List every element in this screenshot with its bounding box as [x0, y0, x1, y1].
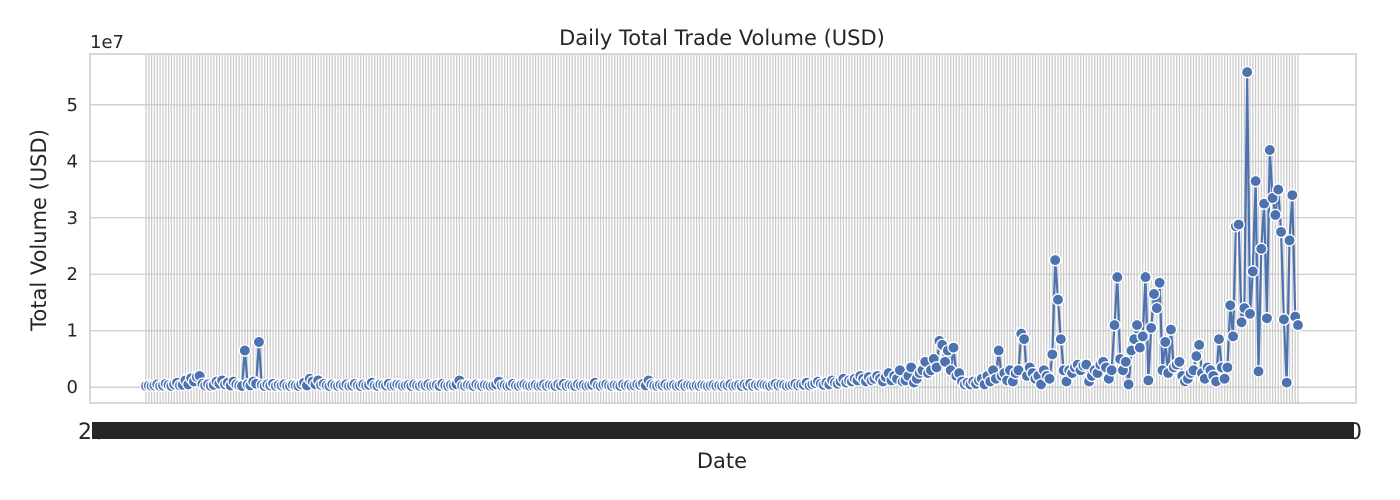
data-point: [893, 363, 907, 377]
data-point: [1263, 143, 1277, 157]
data-point: [1223, 299, 1237, 312]
data-point: [1054, 332, 1068, 346]
data-point: [930, 361, 943, 374]
data-point: [1226, 330, 1240, 343]
data-point: [1012, 363, 1025, 377]
data-point: [1111, 270, 1124, 284]
data-point: [1260, 312, 1274, 325]
data-point: [938, 355, 952, 369]
x-tick-label: 20: [78, 420, 106, 445]
data-point: [1283, 234, 1296, 247]
data-point: [1243, 307, 1257, 321]
data-point: [1119, 355, 1133, 369]
data-point: [1133, 341, 1147, 354]
data-point: [1277, 313, 1291, 326]
y-tick-label: 4: [67, 151, 78, 172]
data-point: [1232, 218, 1245, 231]
x-axis-ticks: 20 20: [78, 420, 1362, 445]
plot-area: [89, 53, 1357, 404]
data-point: [1235, 315, 1248, 329]
data-point: [1192, 338, 1206, 352]
data-point: [1291, 318, 1305, 332]
data-point: [1159, 335, 1172, 349]
data-point: [1122, 378, 1135, 391]
data-point: [1255, 242, 1268, 256]
data-point: [1249, 174, 1262, 188]
y-axis-ticks: 0 1 2 3 4 5: [67, 95, 78, 398]
data-point: [252, 335, 266, 349]
data-point: [1147, 287, 1161, 301]
data-point: [238, 344, 252, 357]
y-axis-scale-label: 1e7: [90, 32, 124, 53]
chart-title: Daily Total Trade Volume (USD): [559, 26, 885, 50]
data-point: [1043, 372, 1056, 385]
data-point: [1051, 293, 1065, 306]
data-point: [1142, 374, 1155, 387]
data-point: [1221, 361, 1234, 374]
data-point: [1173, 355, 1186, 369]
data-point: [1218, 372, 1231, 385]
data-point: [1164, 323, 1178, 336]
y-axis-label: Total Volume (USD): [27, 129, 51, 332]
data-point: [1252, 365, 1265, 378]
data-point: [1271, 183, 1285, 196]
data-point: [1017, 332, 1031, 346]
x-gridlines: [145, 54, 1299, 403]
data-point: [1139, 270, 1152, 284]
data-point: [1269, 208, 1282, 222]
x-tick-labels-overlap: [92, 422, 1354, 439]
y-tick-label: 0: [67, 377, 78, 398]
data-point: [1144, 321, 1158, 335]
data-point: [1190, 349, 1203, 363]
data-point: [1046, 348, 1059, 361]
data-point: [1130, 318, 1144, 332]
data-point: [1257, 197, 1271, 210]
y-tick-label: 1: [67, 321, 78, 342]
data-point: [947, 341, 960, 354]
data-point: [1136, 330, 1149, 343]
data-point: [1266, 191, 1279, 205]
data-point: [1286, 188, 1299, 202]
series-markers: [139, 65, 1305, 393]
plot-frame: [89, 53, 1357, 404]
data-point: [1048, 253, 1062, 267]
data-point: [1108, 318, 1121, 332]
data-point: [1212, 332, 1226, 346]
data-point: [1246, 265, 1260, 278]
x-axis-label: Date: [697, 449, 747, 473]
data-point: [1079, 358, 1093, 371]
data-point: [1280, 376, 1293, 389]
data-point: [1034, 378, 1048, 391]
data-point: [1105, 363, 1118, 377]
y-tick-label: 2: [67, 264, 78, 285]
y-tick-label: 5: [67, 95, 78, 116]
data-point: [1150, 301, 1164, 315]
x-tick-label: 20: [1334, 420, 1362, 445]
y-tick-label: 3: [67, 208, 78, 229]
data-point: [1060, 375, 1073, 388]
data-point: [1240, 65, 1254, 79]
data-point: [904, 361, 918, 374]
data-point: [1274, 225, 1288, 239]
data-point: [992, 344, 1005, 357]
data-point: [1153, 276, 1166, 289]
